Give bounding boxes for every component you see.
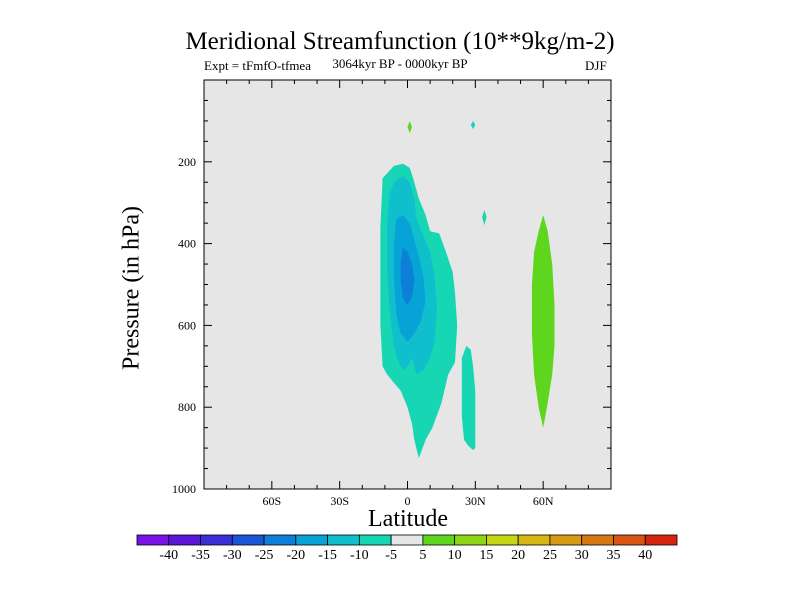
x-tick-label: 60N	[533, 494, 554, 508]
contour-region-3	[400, 247, 415, 305]
colorbar-label: 20	[511, 548, 525, 563]
colorbar-box	[358, 534, 392, 546]
colorbar-box	[422, 534, 456, 546]
colorbar-label: -5	[385, 548, 397, 563]
x-tick-label: 60S	[262, 494, 281, 508]
contour-region-6	[407, 120, 412, 134]
contour-region-7	[470, 120, 476, 130]
colorbar-box	[136, 534, 170, 546]
colorbar-box	[263, 534, 297, 546]
chart-subtitle-right: DJF	[585, 58, 607, 73]
chart-subtitle-center: 3064kyr BP - 0000kyr BP	[332, 56, 468, 71]
y-tick-label: 1000	[172, 482, 196, 496]
colorbar-label: 15	[479, 548, 493, 563]
colorbar-label: -15	[318, 548, 337, 563]
colorbar-label: 25	[543, 548, 557, 563]
colorbar-box	[390, 534, 424, 546]
colorbar-label: -30	[223, 548, 242, 563]
x-tick-label: 30S	[330, 494, 349, 508]
x-axis-label: Latitude	[368, 506, 448, 532]
colorbar-label: 40	[638, 548, 652, 563]
y-tick-label: 600	[178, 318, 196, 332]
contour-region-4	[461, 345, 476, 451]
colorbar-box	[486, 534, 519, 546]
colorbar-box	[549, 534, 583, 546]
chart-subtitle-left: Expt = tFmfO-tfmea	[204, 58, 311, 73]
colorbar-label: -35	[191, 548, 210, 563]
colorbar-label: -25	[255, 548, 274, 563]
colorbar-box	[454, 534, 487, 546]
colorbar-label: 30	[575, 548, 589, 563]
y-tick-label: 800	[178, 400, 196, 414]
y-tick-label: 400	[178, 237, 196, 251]
colorbar-box	[517, 534, 551, 546]
colorbar-label: 5	[419, 548, 426, 563]
x-tick-label: 30N	[465, 494, 486, 508]
colorbar-label: -20	[286, 548, 305, 563]
colorbar-label: -40	[159, 548, 178, 563]
y-tick-label: 200	[178, 155, 196, 169]
colorbar-box	[168, 534, 201, 546]
contour-region-5	[531, 215, 555, 428]
colorbar-label: 35	[606, 548, 620, 563]
colorbar-box	[644, 534, 678, 546]
colorbar-label: 10	[448, 548, 462, 563]
y-axis-label: Pressure (in hPa)	[118, 206, 145, 370]
colorbar-label: -10	[350, 548, 369, 563]
chart-title: Meridional Streamfunction (10**9kg/m-2)	[185, 28, 615, 55]
colorbar-box	[581, 534, 614, 546]
colorbar-box	[613, 534, 646, 546]
colorbar-box	[295, 534, 328, 546]
contour-region-8	[482, 210, 487, 226]
colorbar-box	[327, 534, 360, 546]
colorbar-box	[200, 534, 233, 546]
colorbar-box	[231, 534, 265, 546]
x-tick-label: 0	[405, 494, 411, 508]
